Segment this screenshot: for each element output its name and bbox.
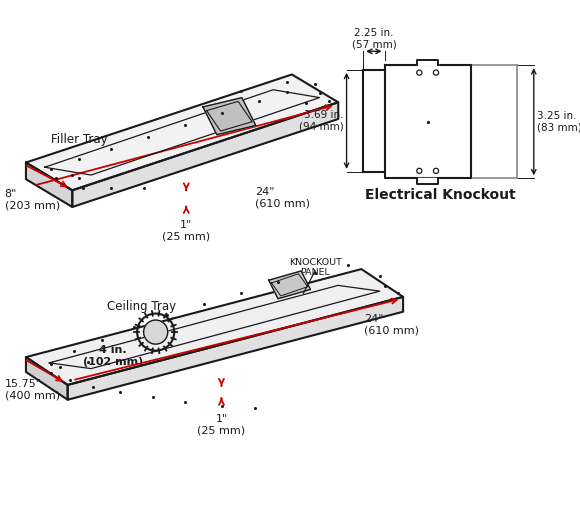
Polygon shape (269, 271, 310, 299)
Text: 1"
(25 mm): 1" (25 mm) (197, 414, 245, 435)
Polygon shape (418, 60, 438, 65)
Polygon shape (418, 178, 438, 184)
Polygon shape (26, 357, 68, 400)
Text: 4 in.
(102 mm): 4 in. (102 mm) (83, 345, 143, 367)
Polygon shape (203, 98, 256, 135)
Text: 24"
(610 mm): 24" (610 mm) (364, 314, 419, 335)
Polygon shape (385, 65, 471, 178)
Text: 3.25 in.
(83 mm): 3.25 in. (83 mm) (536, 111, 580, 132)
Text: 3.69 in.
(94 mm): 3.69 in. (94 mm) (299, 110, 344, 132)
Text: 15.75"
(400 mm): 15.75" (400 mm) (5, 379, 60, 400)
Text: 1"
(25 mm): 1" (25 mm) (162, 220, 211, 242)
Text: Filler Tray: Filler Tray (51, 133, 108, 146)
Text: Ceiling Tray: Ceiling Tray (107, 300, 176, 313)
Polygon shape (68, 297, 403, 400)
Text: 24"
(610 mm): 24" (610 mm) (255, 187, 310, 209)
Circle shape (144, 320, 168, 344)
Polygon shape (26, 269, 403, 385)
Polygon shape (26, 163, 72, 207)
Text: 2.25 in.
(57 mm): 2.25 in. (57 mm) (351, 28, 396, 49)
Polygon shape (26, 75, 338, 191)
Text: 8"
(203 mm): 8" (203 mm) (5, 189, 60, 211)
Text: KNOCKOUT
PANEL: KNOCKOUT PANEL (289, 258, 342, 278)
Polygon shape (72, 102, 338, 207)
Text: Electrical Knockout: Electrical Knockout (365, 188, 516, 202)
